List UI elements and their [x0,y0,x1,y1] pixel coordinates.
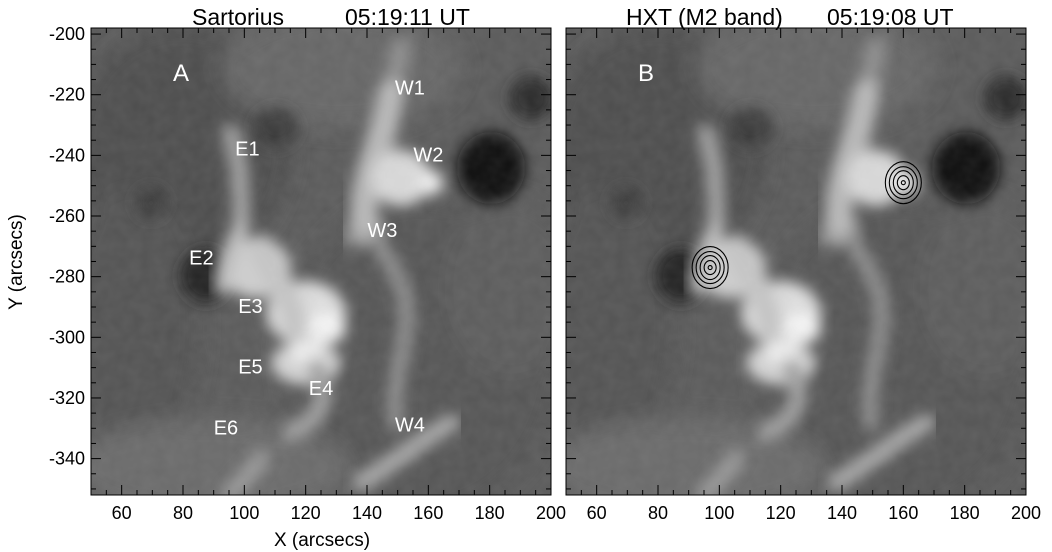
panel-b-image [536,8,1052,518]
x-tick-label: 80 [648,503,668,523]
y-axis-label: Y (arcsecs) [6,214,27,310]
x-tick-label: 120 [291,503,321,523]
panel-a-letter: A [173,60,189,87]
feature-label-w1: W1 [395,78,425,100]
panel-b-title-instrument: HXT (M2 band) [626,4,783,30]
feature-label-w3: W3 [367,220,397,242]
x-tick-label: 180 [475,503,505,523]
feature-label-e6: E6 [214,417,238,439]
x-tick-label: 100 [704,503,734,523]
x-tick-label: 200 [1011,503,1041,523]
feature-label-e2: E2 [189,248,213,270]
feature-label-e5: E5 [238,357,262,379]
panel-a-title-time: 05:19:11 UT [345,4,470,30]
feature-label-w4: W4 [395,414,425,436]
panel-a-title-instrument: Sartorius [192,4,284,30]
x-tick-label: 140 [352,503,382,523]
x-tick-label: 100 [229,503,259,523]
y-tick-label: -260 [49,206,85,226]
x-tick-label: 60 [112,503,132,523]
y-tick-label: -200 [49,24,85,44]
x-axis-label: X (arcsecs) [274,530,370,551]
feature-label-w2: W2 [413,144,443,166]
x-tick-label: 60 [587,503,607,523]
y-tick-label: -340 [49,449,85,469]
panel-b-title-time: 05:19:08 UT [827,4,954,30]
feature-label-e1: E1 [235,138,259,160]
x-tick-label: 80 [173,503,193,523]
x-tick-label: 180 [950,503,980,523]
y-tick-label: -240 [49,145,85,165]
y-tick-label: -300 [49,327,85,347]
x-tick-label: 120 [766,503,796,523]
y-tick-label: -220 [49,85,85,105]
panel-b-letter: B [638,60,654,87]
y-tick-label: -320 [49,388,85,408]
feature-label-e3: E3 [238,296,262,318]
panel-a-image [61,8,581,518]
x-tick-label: 140 [827,503,857,523]
x-tick-label: 160 [413,503,443,523]
x-tick-label: 200 [536,503,566,523]
x-tick-label: 160 [888,503,918,523]
feature-label-e4: E4 [309,378,333,400]
y-tick-label: -280 [49,267,85,287]
